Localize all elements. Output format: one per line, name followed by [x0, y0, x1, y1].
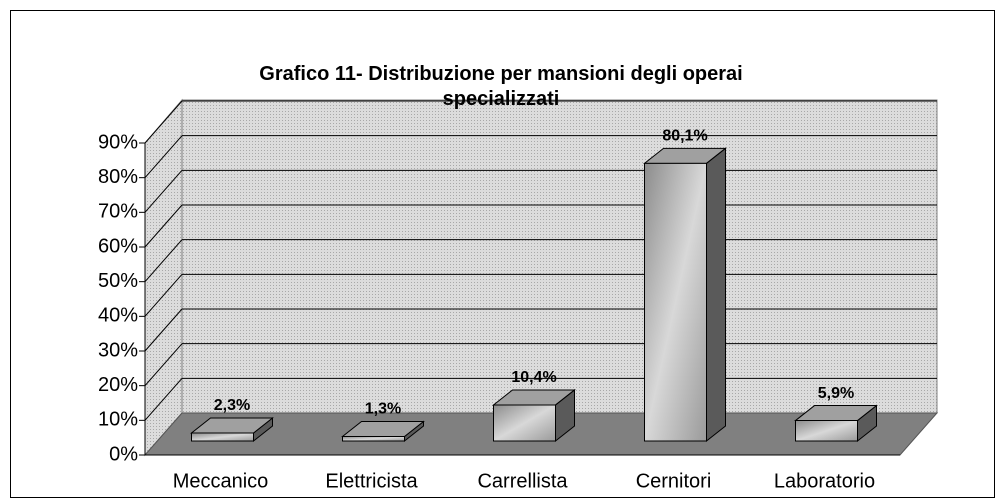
- x-tick-label: Cernitori: [636, 470, 712, 492]
- grid-line: [144, 239, 183, 282]
- grid-line: [144, 378, 183, 421]
- side-wall: [144, 98, 183, 457]
- bar: [643, 147, 727, 443]
- x-tick-label: Laboratorio: [774, 470, 875, 492]
- y-tick-label: 30%: [98, 339, 138, 361]
- y-tick-label: 70%: [98, 201, 138, 223]
- grid-line: [144, 308, 183, 352]
- grid-line: [144, 135, 183, 178]
- bar-side: [706, 147, 726, 443]
- y-tick-label: 90%: [98, 131, 138, 153]
- bar-front: [191, 432, 254, 442]
- y-tick-label: 80%: [98, 166, 138, 188]
- grid-line: [144, 170, 183, 213]
- value-label: 10,4%: [511, 369, 556, 386]
- back-wall: [181, 99, 938, 414]
- bar-front: [644, 162, 707, 442]
- bar: [190, 416, 274, 443]
- bar: [341, 420, 425, 443]
- x-tick-label: Carrellista: [477, 470, 568, 492]
- grid-line: [144, 343, 183, 386]
- y-tick-label: 10%: [98, 409, 138, 431]
- value-label: 1,3%: [365, 401, 401, 418]
- y-tick-label: 0%: [109, 443, 138, 465]
- value-label: 80,1%: [662, 128, 707, 145]
- value-label: 2,3%: [214, 397, 250, 414]
- grid-line: [144, 274, 183, 317]
- chart-title: Grafico 11- Distribuzione per mansioni d…: [259, 63, 743, 110]
- value-label: 5,9%: [818, 385, 854, 402]
- bar-front: [795, 420, 858, 442]
- bar: [492, 388, 576, 443]
- grid-line: [144, 204, 183, 248]
- bar-front: [493, 404, 556, 442]
- y-tick-label: 60%: [98, 235, 138, 257]
- y-tick-label: 20%: [98, 374, 138, 396]
- y-tick-label: 40%: [98, 305, 138, 327]
- grid-line: [144, 100, 183, 144]
- bar: [794, 404, 878, 443]
- bar-front: [342, 435, 405, 442]
- x-tick-label: Meccanico: [173, 470, 269, 492]
- x-tick-label: Elettricista: [325, 470, 418, 492]
- y-tick-label: 50%: [98, 270, 138, 292]
